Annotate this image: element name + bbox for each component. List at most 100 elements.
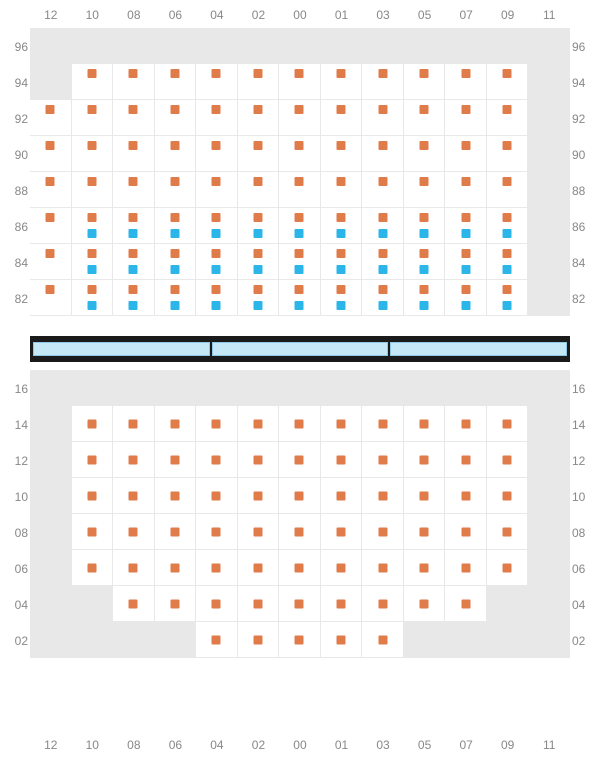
seat-cell[interactable]: [487, 64, 529, 100]
seat-cell[interactable]: [155, 64, 197, 100]
seat-cell[interactable]: [321, 586, 363, 622]
seat-cell[interactable]: [196, 478, 238, 514]
seat-cell[interactable]: [362, 550, 404, 586]
seat-cell[interactable]: [487, 478, 529, 514]
seat-cell[interactable]: [487, 550, 529, 586]
seat-cell[interactable]: [155, 208, 197, 244]
seat-cell[interactable]: [362, 586, 404, 622]
seat-cell[interactable]: [404, 64, 446, 100]
seat-cell[interactable]: [362, 478, 404, 514]
seat-cell[interactable]: [404, 244, 446, 280]
seat-cell[interactable]: [487, 514, 529, 550]
seat-cell[interactable]: [238, 208, 280, 244]
seat-cell[interactable]: [404, 280, 446, 316]
seat-cell[interactable]: [72, 478, 114, 514]
seat-cell[interactable]: [279, 172, 321, 208]
seat-cell[interactable]: [155, 442, 197, 478]
seat-cell[interactable]: [487, 406, 529, 442]
seat-cell[interactable]: [238, 550, 280, 586]
seat-cell[interactable]: [321, 442, 363, 478]
seat-cell[interactable]: [113, 406, 155, 442]
seat-cell[interactable]: [113, 172, 155, 208]
seat-cell[interactable]: [445, 586, 487, 622]
seat-cell[interactable]: [196, 550, 238, 586]
seat-cell[interactable]: [72, 64, 114, 100]
seat-cell[interactable]: [155, 514, 197, 550]
seat-cell[interactable]: [445, 244, 487, 280]
seat-cell[interactable]: [30, 136, 72, 172]
seat-cell[interactable]: [445, 478, 487, 514]
seat-cell[interactable]: [238, 280, 280, 316]
seat-cell[interactable]: [362, 244, 404, 280]
seat-cell[interactable]: [155, 280, 197, 316]
seat-cell[interactable]: [487, 208, 529, 244]
seat-cell[interactable]: [279, 406, 321, 442]
seat-cell[interactable]: [72, 208, 114, 244]
seat-cell[interactable]: [196, 172, 238, 208]
seat-cell[interactable]: [196, 442, 238, 478]
seat-cell[interactable]: [321, 550, 363, 586]
seat-cell[interactable]: [445, 64, 487, 100]
seat-cell[interactable]: [279, 136, 321, 172]
seat-cell[interactable]: [155, 478, 197, 514]
seat-cell[interactable]: [113, 550, 155, 586]
seat-cell[interactable]: [238, 586, 280, 622]
seat-cell[interactable]: [196, 244, 238, 280]
seat-cell[interactable]: [30, 172, 72, 208]
seat-cell[interactable]: [487, 244, 529, 280]
seat-cell[interactable]: [487, 442, 529, 478]
seat-cell[interactable]: [238, 622, 280, 658]
seat-cell[interactable]: [113, 208, 155, 244]
seat-cell[interactable]: [72, 442, 114, 478]
seat-cell[interactable]: [113, 136, 155, 172]
seat-cell[interactable]: [321, 172, 363, 208]
seat-cell[interactable]: [362, 208, 404, 244]
seat-cell[interactable]: [279, 550, 321, 586]
seat-cell[interactable]: [279, 514, 321, 550]
seat-cell[interactable]: [404, 442, 446, 478]
seat-cell[interactable]: [362, 622, 404, 658]
seat-cell[interactable]: [445, 442, 487, 478]
seat-cell[interactable]: [155, 406, 197, 442]
seat-cell[interactable]: [196, 100, 238, 136]
seat-cell[interactable]: [445, 208, 487, 244]
seat-cell[interactable]: [155, 100, 197, 136]
seat-cell[interactable]: [362, 172, 404, 208]
seat-cell[interactable]: [72, 100, 114, 136]
seat-cell[interactable]: [72, 172, 114, 208]
seat-cell[interactable]: [113, 64, 155, 100]
seat-cell[interactable]: [196, 208, 238, 244]
seat-cell[interactable]: [321, 280, 363, 316]
seat-cell[interactable]: [404, 514, 446, 550]
seat-cell[interactable]: [72, 406, 114, 442]
seat-cell[interactable]: [113, 478, 155, 514]
seat-cell[interactable]: [445, 136, 487, 172]
seat-cell[interactable]: [72, 550, 114, 586]
seat-cell[interactable]: [362, 514, 404, 550]
seat-cell[interactable]: [321, 244, 363, 280]
seat-cell[interactable]: [321, 136, 363, 172]
seat-cell[interactable]: [155, 586, 197, 622]
seat-cell[interactable]: [321, 478, 363, 514]
seat-cell[interactable]: [362, 280, 404, 316]
seat-cell[interactable]: [404, 208, 446, 244]
seat-cell[interactable]: [404, 100, 446, 136]
seat-cell[interactable]: [72, 244, 114, 280]
seat-cell[interactable]: [238, 442, 280, 478]
seat-cell[interactable]: [279, 64, 321, 100]
seat-cell[interactable]: [487, 280, 529, 316]
seat-cell[interactable]: [321, 514, 363, 550]
seat-cell[interactable]: [279, 280, 321, 316]
seat-cell[interactable]: [196, 64, 238, 100]
seat-cell[interactable]: [279, 208, 321, 244]
seat-cell[interactable]: [113, 280, 155, 316]
seat-cell[interactable]: [487, 172, 529, 208]
seat-cell[interactable]: [238, 64, 280, 100]
seat-cell[interactable]: [30, 280, 72, 316]
seat-cell[interactable]: [113, 514, 155, 550]
seat-cell[interactable]: [487, 100, 529, 136]
seat-cell[interactable]: [238, 244, 280, 280]
seat-cell[interactable]: [196, 622, 238, 658]
seat-cell[interactable]: [155, 136, 197, 172]
seat-cell[interactable]: [279, 244, 321, 280]
